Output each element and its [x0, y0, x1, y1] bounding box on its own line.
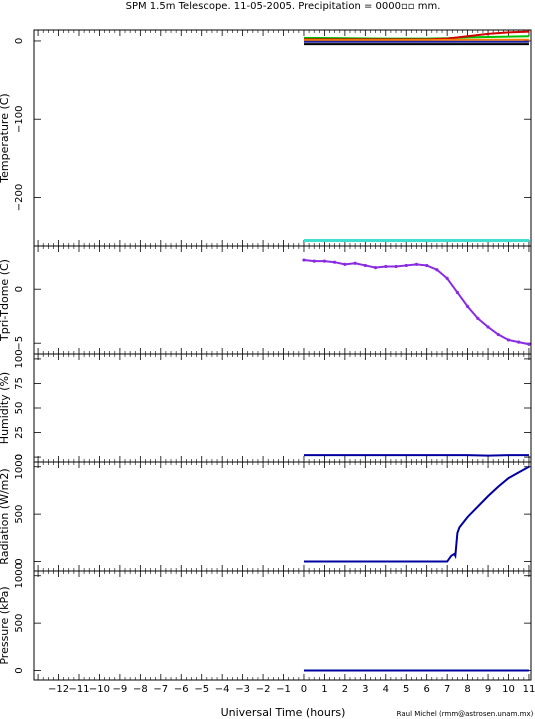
x-axis-label: Universal Time (hours): [221, 706, 346, 719]
y-tick-label: 0: [14, 558, 25, 564]
y-tick-label: 0: [14, 667, 25, 673]
y-tick-label: −200: [14, 184, 25, 211]
credit-text: Raul Michel (rmm@astrosen.unam.mx): [397, 710, 534, 718]
y-tick-label: −5: [14, 336, 25, 351]
y-axis-label: Temperature (C): [0, 93, 11, 183]
panel-frame: [33, 353, 532, 463]
series-line: [303, 259, 530, 346]
x-tick-label: −7: [153, 684, 168, 695]
x-tick-label: 9: [485, 684, 491, 695]
x-tick-label: 2: [342, 684, 348, 695]
y-axis-label: Radiation (W/m2): [0, 468, 11, 564]
y-tick-label: 50: [14, 402, 25, 415]
x-tick-label: −5: [194, 684, 209, 695]
x-tick-label: −3: [235, 684, 250, 695]
x-tick-label: 7: [444, 684, 450, 695]
x-tick-label: −11: [68, 684, 89, 695]
y-tick-label: 1000: [14, 454, 25, 479]
y-tick-label: 0: [14, 38, 25, 44]
y-tick-label: 25: [14, 426, 25, 439]
y-tick-label: 1000: [14, 563, 25, 588]
y-tick-label: 75: [14, 377, 25, 390]
x-tick-label: −6: [174, 684, 189, 695]
y-axis-label: Humidity (%): [0, 372, 11, 444]
x-tick-label: 6: [424, 684, 430, 695]
series-line: [303, 35, 529, 40]
x-tick-label: 10: [502, 684, 515, 695]
panel-frame: [33, 245, 532, 355]
y-tick-label: 0: [14, 454, 25, 460]
x-tick-label: 8: [464, 684, 470, 695]
panel-frame: [33, 29, 532, 247]
y-tick-label: 500: [14, 505, 25, 524]
chart-title: SPM 1.5m Telescope. 11-05-2005. Precipit…: [126, 1, 441, 12]
x-tick-label: 4: [383, 684, 389, 695]
x-tick-label: 5: [403, 684, 409, 695]
x-tick-label: −10: [89, 684, 110, 695]
x-tick-label: −1: [276, 684, 291, 695]
y-tick-label: 100: [14, 349, 25, 368]
y-tick-label: 0: [14, 286, 25, 292]
x-tick-label: 1: [321, 684, 327, 695]
x-tick-label: −8: [133, 684, 148, 695]
panel-frame: [33, 570, 532, 681]
x-tick-label: −2: [256, 684, 271, 695]
series-line: [303, 465, 530, 563]
x-tick-label: −4: [215, 684, 230, 695]
x-tick-label: −12: [48, 684, 69, 695]
x-tick-label: −9: [113, 684, 128, 695]
y-tick-label: 500: [14, 614, 25, 633]
x-tick-label: 0: [301, 684, 307, 695]
panel-frame: [33, 461, 532, 572]
y-axis-label: Tpri-Tdome (C): [0, 259, 11, 342]
y-axis-label: Pressure (kPa): [0, 586, 11, 664]
x-tick-label: 11: [523, 684, 535, 695]
x-tick-label: 3: [362, 684, 368, 695]
y-tick-label: −100: [14, 105, 25, 132]
